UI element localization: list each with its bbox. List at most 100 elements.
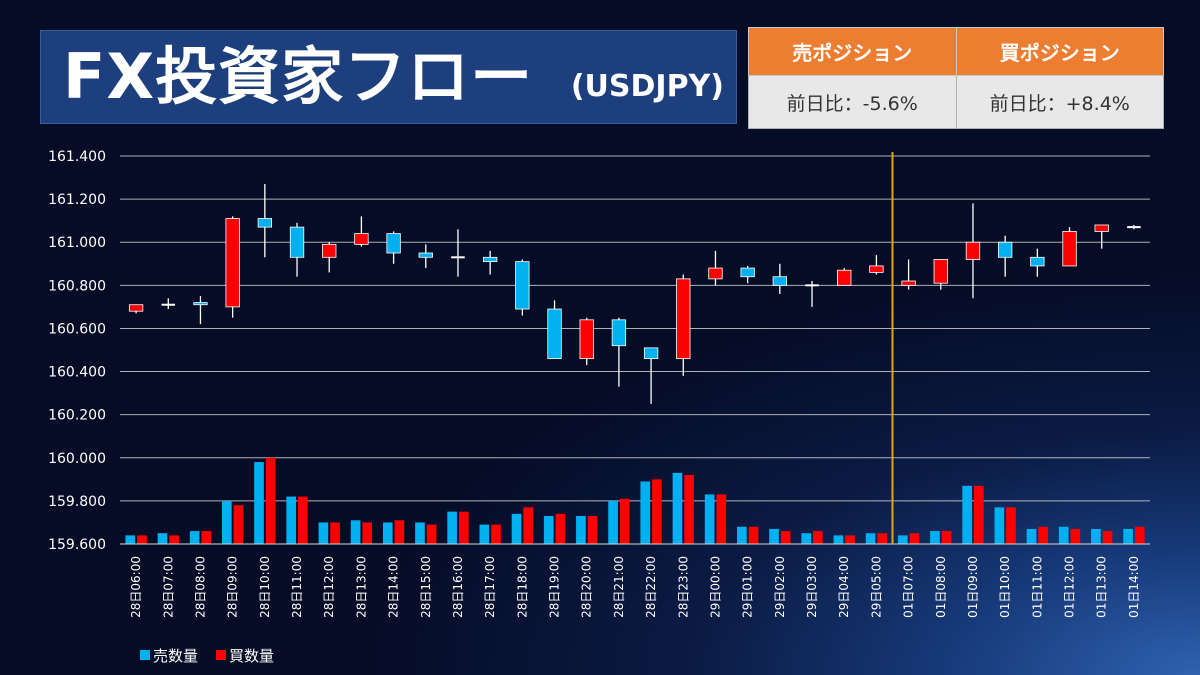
buy-volume-bar [394, 520, 405, 544]
sell-position-change: 前日比：-5.6% [748, 75, 957, 129]
buy-volume-bar [877, 533, 888, 544]
candle-body-down [257, 218, 273, 228]
candle-body-up [708, 267, 723, 280]
title-banner: FX投資家フロー (USDJPY) [40, 30, 737, 124]
y-tick-label: 160.200 [48, 408, 106, 424]
sell-volume-bar [1091, 528, 1101, 544]
x-tick-label: 28日09:00 [226, 556, 240, 618]
sell-volume-bar [1058, 526, 1069, 544]
x-tick-label: 28日15:00 [419, 556, 433, 618]
buy-volume-bar [169, 535, 179, 544]
candle-body-up [1094, 224, 1109, 232]
buy-volume-bar [716, 494, 727, 544]
x-tick-label: 29日01:00 [741, 556, 755, 618]
candle-body-down [740, 267, 755, 278]
buy-volume-bar [362, 522, 373, 544]
sell-volume-bar [801, 533, 812, 544]
x-tick-label: 01日12:00 [1063, 556, 1077, 618]
buy-volume-bar [652, 479, 662, 544]
position-table: 売ポジション 買ポジション 前日比：-5.6% 前日比：+8.4% [748, 27, 1164, 129]
sell-volume-bar [511, 513, 522, 544]
x-tick-label: 28日12:00 [322, 556, 336, 618]
sell-volume-bar [415, 522, 425, 544]
y-tick-label: 160.400 [48, 365, 106, 381]
sell-volume-bar [125, 535, 136, 544]
sell-volume-bar [833, 535, 844, 544]
candle-body-down [547, 308, 562, 360]
sell-volume-bar [254, 462, 264, 544]
sell-volume-bar [897, 535, 908, 544]
sell-volume-bar [865, 533, 876, 544]
candle-body-up [869, 265, 884, 273]
sell-volume-bar [930, 531, 940, 544]
candle-body-down [1030, 256, 1045, 267]
x-tick-label: 28日06:00 [129, 556, 143, 618]
x-tick-label: 29日04:00 [837, 556, 851, 618]
legend-buy-label: 買数量 [229, 647, 274, 665]
buy-volume-bar [1038, 526, 1048, 544]
x-tick-label: 01日08:00 [934, 556, 948, 618]
sell-volume-bar [479, 524, 490, 544]
candle-body-up [1062, 231, 1077, 267]
x-tick-label: 28日08:00 [193, 556, 207, 618]
y-tick-label: 161.000 [48, 235, 106, 251]
candle-body-up [225, 218, 240, 308]
sell-volume-bar [672, 472, 683, 544]
y-tick-label: 161.400 [48, 149, 106, 165]
buy-volume-bar [813, 531, 823, 544]
buy-volume-bar [748, 526, 759, 544]
x-tick-label: 01日11:00 [1030, 556, 1044, 618]
sell-volume-bar [222, 500, 232, 544]
sell-volume-bar [350, 520, 361, 544]
candle-body-down [611, 319, 627, 347]
page-title: FX投資家フロー [63, 40, 534, 113]
candle-body-up [965, 241, 981, 260]
buy-volume-bar [684, 475, 694, 544]
candle-body-down [386, 233, 401, 254]
legend-sell-swatch [140, 650, 150, 660]
y-tick-label: 160.600 [48, 321, 106, 337]
buy-volume-bar [780, 531, 791, 544]
candle-body-up [837, 269, 852, 286]
sell-volume-bar [576, 515, 586, 544]
buy-volume-bar [298, 496, 308, 544]
x-tick-label: 28日11:00 [290, 556, 304, 618]
buy-volume-bar [330, 522, 340, 544]
buy-volume-bar [265, 457, 276, 544]
buy-position-change: 前日比：+8.4% [955, 75, 1164, 129]
x-tick-label: 28日21:00 [612, 556, 626, 618]
x-tick-label: 28日14:00 [387, 556, 401, 618]
buy-volume-bar [555, 513, 566, 544]
y-tick-label: 159.800 [48, 494, 106, 510]
candle-body-up [322, 243, 337, 258]
buy-volume-bar [973, 485, 984, 544]
page-subtitle: (USDJPY) [570, 69, 724, 104]
x-tick-label: 01日09:00 [966, 556, 980, 618]
y-tick-label: 161.200 [48, 192, 106, 208]
buy-volume-bar [458, 511, 469, 544]
candle-body-down [193, 302, 208, 306]
x-tick-label: 28日17:00 [483, 556, 497, 618]
buy-volume-bar [426, 524, 437, 544]
buy-volume-bar [491, 524, 501, 544]
legend-sell-label: 売数量 [153, 647, 198, 665]
sell-volume-bar [608, 500, 618, 544]
legend-buy-swatch [216, 650, 226, 660]
candle-body-up [933, 259, 948, 284]
buy-volume-bar [137, 535, 147, 544]
x-tick-label: 28日10:00 [258, 556, 272, 618]
x-tick-label: 29日00:00 [708, 556, 722, 618]
buy-volume-bar [1070, 528, 1081, 544]
x-tick-label: 28日22:00 [644, 556, 658, 618]
buy-volume-bar [845, 535, 855, 544]
candle-body-up [901, 280, 916, 286]
candle-body-down [643, 347, 659, 360]
sell-position-header: 売ポジション [748, 27, 957, 76]
candle-body-down [289, 226, 305, 258]
sell-volume-bar [737, 526, 747, 544]
x-tick-label: 28日20:00 [580, 556, 594, 618]
x-tick-label: 28日19:00 [548, 556, 562, 618]
buy-volume-bar [523, 507, 533, 544]
sell-volume-bar [1026, 528, 1037, 544]
